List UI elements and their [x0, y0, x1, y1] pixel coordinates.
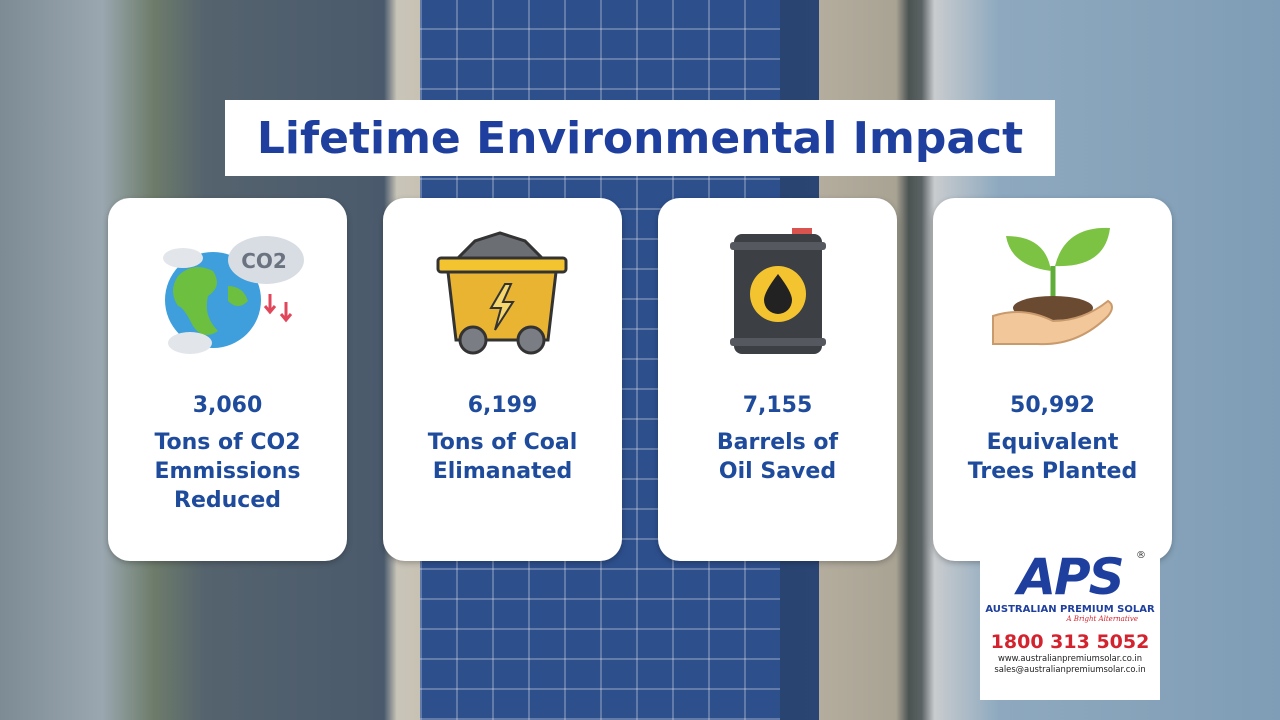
card-label: Tons of Coal	[427, 430, 578, 455]
logo-mark: APS	[1017, 548, 1124, 606]
card-value: 50,992	[1010, 393, 1095, 418]
card: 7,155 Barrels of Oil Saved	[658, 198, 897, 561]
card-label: Emmissions	[154, 459, 301, 484]
oil-barrel-icon	[730, 228, 826, 354]
card-text: 6,199 Tons of Coal Elimanated	[383, 391, 622, 486]
card-text: 7,155 Barrels of Oil Saved	[658, 391, 897, 486]
phone: 1800 313 5052	[990, 631, 1150, 653]
company-name: AUSTRALIAN PREMIUM SOLAR	[985, 604, 1155, 615]
card-label: Reduced	[174, 488, 281, 513]
card-label: Tons of CO2	[154, 430, 301, 455]
website: www.australianpremiumsolar.co.in	[997, 653, 1143, 663]
card-label: Equivalent	[986, 430, 1119, 455]
coal-cart-icon	[436, 231, 568, 355]
title-box: Lifetime Environmental Impact	[225, 100, 1055, 176]
card-text: 50,992 Equivalent Trees Planted	[933, 391, 1172, 486]
card-text: 3,060 Tons of CO2 Emmissions Reduced	[108, 391, 347, 515]
card-value: 6,199	[467, 393, 538, 418]
card-value: 3,060	[192, 393, 263, 418]
card-label: Trees Planted	[967, 459, 1138, 484]
icon-label: CO2	[241, 249, 287, 273]
card: 6,199 Tons of Coal Elimanated	[383, 198, 622, 561]
card: CO2 3,060 Tons of CO2 Emmissions Reduced	[108, 198, 347, 561]
email: sales@australianpremiumsolar.co.in	[994, 664, 1146, 674]
title: Lifetime Environmental Impact	[256, 112, 1024, 164]
co2-icon: CO2	[163, 236, 304, 354]
logo: ® APS AUSTRALIAN PREMIUM SOLAR A Bright …	[980, 548, 1160, 700]
registered-mark: ®	[1136, 550, 1146, 561]
card-label: Oil Saved	[718, 459, 837, 484]
card-value: 7,155	[742, 393, 813, 418]
card-label: Elimanated	[432, 459, 573, 484]
tagline: A Bright Alternative	[1066, 615, 1138, 623]
card-label: Barrels of	[716, 430, 839, 455]
plant-icon	[992, 227, 1113, 346]
card: 50,992 Equivalent Trees Planted	[933, 198, 1172, 561]
